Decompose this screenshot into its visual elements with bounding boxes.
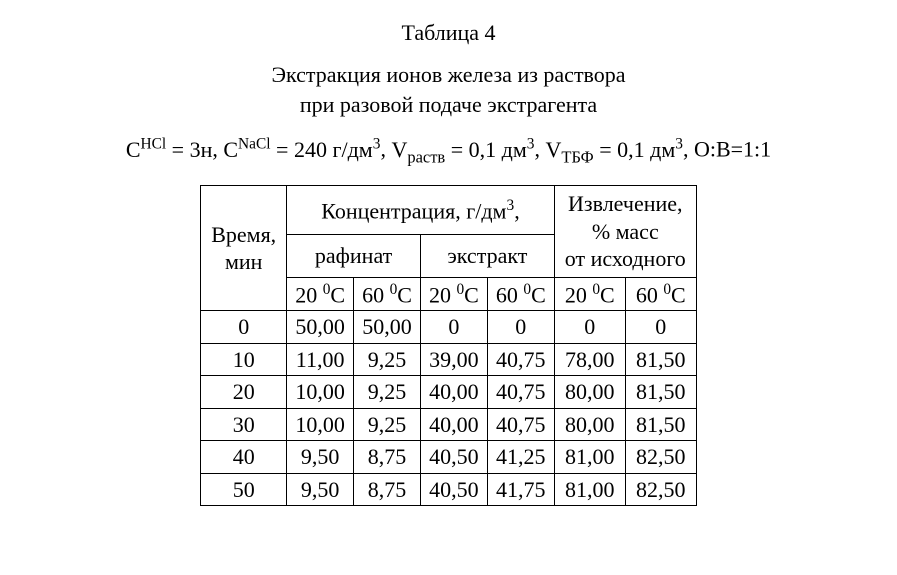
cell-ext-20c: 40,00 bbox=[420, 408, 487, 441]
param-v-rast: Vраств = 0,1 дм3 bbox=[391, 137, 534, 162]
table-row: 2010,009,2540,0040,7580,0081,50 bbox=[201, 376, 697, 409]
cell-pct-20c: 80,00 bbox=[554, 376, 625, 409]
cell-raf-20c: 9,50 bbox=[287, 441, 354, 474]
cell-raf-60c: 8,75 bbox=[354, 473, 421, 506]
cell-ext-20c: 0 bbox=[420, 311, 487, 344]
data-table: Время,мин Концентрация, г/дм3, Извлечени… bbox=[200, 185, 697, 506]
parameters-line: CHCl = 3н, CNaCl = 240 г/дм3, Vраств = 0… bbox=[40, 135, 857, 167]
col-header-concentration: Концентрация, г/дм3, bbox=[287, 186, 555, 235]
cell-pct-20c: 78,00 bbox=[554, 343, 625, 376]
cell-time: 10 bbox=[201, 343, 287, 376]
col-header-raf-20c: 20 0C bbox=[287, 277, 354, 311]
table-caption: Экстракция ионов железа из раствора при … bbox=[40, 60, 857, 119]
cell-time: 50 bbox=[201, 473, 287, 506]
col-header-extract: экстракт bbox=[420, 235, 554, 277]
col-header-time: Время,мин bbox=[201, 186, 287, 311]
cell-pct-60c: 81,50 bbox=[625, 343, 696, 376]
cell-raf-60c: 50,00 bbox=[354, 311, 421, 344]
cell-pct-20c: 81,00 bbox=[554, 441, 625, 474]
cell-pct-60c: 82,50 bbox=[625, 441, 696, 474]
table-row: 409,508,7540,5041,2581,0082,50 bbox=[201, 441, 697, 474]
col-header-raf-60c: 60 0C bbox=[354, 277, 421, 311]
cell-raf-60c: 9,25 bbox=[354, 408, 421, 441]
cell-ext-60c: 40,75 bbox=[487, 376, 554, 409]
cell-pct-60c: 81,50 bbox=[625, 376, 696, 409]
col-header-ext-20c: 20 0C bbox=[420, 277, 487, 311]
cell-time: 0 bbox=[201, 311, 287, 344]
cell-pct-60c: 0 bbox=[625, 311, 696, 344]
col-header-pct-60c: 60 0C bbox=[625, 277, 696, 311]
cell-time: 30 bbox=[201, 408, 287, 441]
cell-raf-60c: 8,75 bbox=[354, 441, 421, 474]
cell-pct-60c: 81,50 bbox=[625, 408, 696, 441]
param-v-tbf: VТБФ = 0,1 дм3 bbox=[545, 137, 682, 162]
param-ov-ratio: О:В=1:1 bbox=[694, 137, 771, 162]
cell-raf-20c: 10,00 bbox=[287, 408, 354, 441]
caption-line-1: Экстракция ионов железа из раствора bbox=[271, 62, 625, 87]
cell-ext-20c: 40,50 bbox=[420, 473, 487, 506]
param-c-nacl: CNaCl = 240 г/дм3 bbox=[223, 137, 380, 162]
table-number-title: Таблица 4 bbox=[40, 20, 857, 46]
cell-raf-60c: 9,25 bbox=[354, 376, 421, 409]
header-row-1: Время,мин Концентрация, г/дм3, Извлечени… bbox=[201, 186, 697, 235]
table-row: 509,508,7540,5041,7581,0082,50 bbox=[201, 473, 697, 506]
col-header-ext-60c: 60 0C bbox=[487, 277, 554, 311]
cell-time: 20 bbox=[201, 376, 287, 409]
cell-ext-60c: 41,75 bbox=[487, 473, 554, 506]
cell-ext-60c: 40,75 bbox=[487, 343, 554, 376]
cell-pct-20c: 81,00 bbox=[554, 473, 625, 506]
col-header-pct-20c: 20 0C bbox=[554, 277, 625, 311]
table-row: 050,0050,000000 bbox=[201, 311, 697, 344]
col-header-rafinat: рафинат bbox=[287, 235, 421, 277]
cell-ext-60c: 40,75 bbox=[487, 408, 554, 441]
table-row: 3010,009,2540,0040,7580,0081,50 bbox=[201, 408, 697, 441]
caption-line-2: при разовой подаче экстрагента bbox=[300, 92, 597, 117]
cell-pct-20c: 0 bbox=[554, 311, 625, 344]
param-c-hcl: CHCl = 3н bbox=[126, 137, 213, 162]
cell-raf-20c: 10,00 bbox=[287, 376, 354, 409]
cell-pct-20c: 80,00 bbox=[554, 408, 625, 441]
cell-raf-20c: 9,50 bbox=[287, 473, 354, 506]
cell-ext-60c: 0 bbox=[487, 311, 554, 344]
col-header-extraction: Извлечение,% массот исходного bbox=[554, 186, 696, 278]
cell-ext-20c: 39,00 bbox=[420, 343, 487, 376]
cell-ext-20c: 40,00 bbox=[420, 376, 487, 409]
cell-time: 40 bbox=[201, 441, 287, 474]
cell-raf-20c: 11,00 bbox=[287, 343, 354, 376]
table-row: 1011,009,2539,0040,7578,0081,50 bbox=[201, 343, 697, 376]
cell-raf-60c: 9,25 bbox=[354, 343, 421, 376]
cell-ext-60c: 41,25 bbox=[487, 441, 554, 474]
cell-raf-20c: 50,00 bbox=[287, 311, 354, 344]
cell-ext-20c: 40,50 bbox=[420, 441, 487, 474]
cell-pct-60c: 82,50 bbox=[625, 473, 696, 506]
